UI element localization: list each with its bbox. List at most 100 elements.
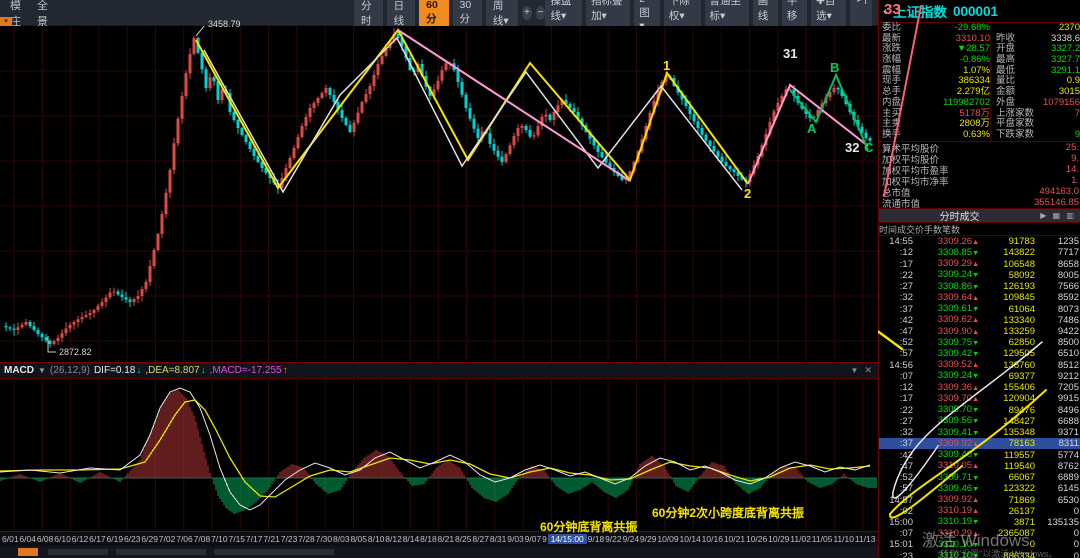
tick-row[interactable]: :47 3309.90▲ 133259 9422 <box>879 326 1080 337</box>
quote-value: ▼28.57 <box>956 43 990 55</box>
tab-60分[interactable]: 60分 <box>419 0 449 28</box>
axis-tick-label: 7/08 <box>193 534 211 544</box>
tick-price: 3309.70▲ <box>937 392 979 404</box>
status-badge[interactable] <box>18 548 38 556</box>
tick-row[interactable]: :27 3309.56▼ 148427 6688 <box>879 415 1080 427</box>
tick-count: 9371 <box>1057 427 1079 439</box>
tick-row[interactable]: :07 3310.29▲ 2365087 0 <box>879 528 1080 539</box>
tick-time: :12 <box>899 247 913 259</box>
tick-row[interactable]: 15:00 3310.19▼ 3871 135135 <box>879 516 1080 528</box>
macd-name[interactable]: MACD ▼ <box>4 365 46 376</box>
tick-count: 8005 <box>1057 269 1079 281</box>
tick-row[interactable]: :22 3309.70▼ 89476 8496 <box>879 404 1080 416</box>
axis-tick-label: 8/03 <box>333 534 350 544</box>
tick-header-icons[interactable]: ▶ ▦ ▥ <box>1040 211 1076 220</box>
quote-value: 5178万 <box>959 107 990 119</box>
tick-row[interactable]: :37 3309.92▲ 78163 8311 <box>879 438 1080 450</box>
tick-row[interactable]: :23 3310.10▼ 886334 0 <box>879 550 1080 558</box>
tab-日线[interactable]: 日线 <box>386 0 416 30</box>
axis-tick-label: 9/22 <box>605 534 622 544</box>
tick-column-header: 笔数 <box>942 224 961 235</box>
average-value: 9. <box>1071 153 1079 164</box>
tick-row[interactable]: :12 3308.85▼ 143822 7717 <box>879 247 1080 258</box>
quote-label: 主买 <box>882 107 902 119</box>
tick-row[interactable]: 14:56 3309.52▲ 138760 8512 <box>879 359 1080 371</box>
annotation-overlay-svg <box>878 5 1047 519</box>
collapse-icon[interactable]: ▼ <box>850 366 859 375</box>
tick-row[interactable]: :32 3309.41▼ 135348 9371 <box>879 427 1080 438</box>
tick-count: 0 <box>1073 539 1079 551</box>
average-label: 加权平均市净率 <box>882 176 949 188</box>
tick-row[interactable]: :22 3309.24▼ 58092 8005 <box>879 269 1080 281</box>
tick-volume: 69377 <box>1008 370 1035 382</box>
down-arrow-icon: ▼ <box>972 249 979 257</box>
tick-row[interactable]: :47 3310.05▲ 119540 8762 <box>879 460 1080 472</box>
quote-label: 下跌家数 <box>990 129 1042 141</box>
tick-column-header: 时间 <box>879 224 898 235</box>
macd-svg <box>0 379 877 531</box>
tick-row[interactable]: :07 3309.24▼ 69377 9212 <box>879 370 1080 382</box>
average-value: 25. <box>1065 142 1079 153</box>
toolbar-button[interactable]: ➤| <box>850 0 872 34</box>
bottom-status-bar <box>0 546 1080 558</box>
tab-周线▾[interactable]: 周线▾ <box>485 0 519 30</box>
tick-price: 3309.56▼ <box>937 415 979 427</box>
status-item <box>116 549 206 555</box>
tick-row[interactable]: :12 3309.36▲ 155406 7205 <box>879 382 1080 393</box>
tick-volume: 91783 <box>1008 236 1035 248</box>
zoom-out-button[interactable]: − <box>535 5 546 20</box>
mini-dropdown[interactable]: ▾ <box>0 17 12 26</box>
tick-row[interactable]: 14:55 3309.26▲ 91783 1235 <box>879 236 1080 247</box>
tick-time: :27 <box>899 415 913 427</box>
back-arrow-icon[interactable]: ‹ <box>883 4 887 18</box>
up-arrow-icon: ▲ <box>972 261 979 269</box>
macd-dropdown-icon[interactable]: ▼ <box>38 366 46 375</box>
average-label: 算术平均股价 <box>882 143 940 155</box>
down-arrow-icon: ▼ <box>972 373 979 381</box>
macd-indicator-header[interactable]: MACD ▼ (26,12,9) DIF=0.18 ↓ ,DEA=8.807 ↓ … <box>0 363 878 379</box>
quote-row: 涨跌 ▼28.57 开盘 3327.2 <box>879 43 1080 56</box>
up-arrow-icon: ▲ <box>972 317 979 325</box>
pink-abc <box>747 83 869 185</box>
tick-volume: 138760 <box>1003 359 1035 371</box>
axis-tick-label: 6/29 <box>141 534 158 544</box>
yellow-stroke <box>878 329 904 351</box>
tick-row[interactable]: :17 3309.70▲ 120904 9915 <box>879 393 1080 404</box>
axis-tick-label: 10/29 <box>768 534 790 544</box>
tick-row[interactable]: :32 3309.64▲ 109845 8592 <box>879 292 1080 303</box>
tab-30分[interactable]: 30分 <box>452 0 482 28</box>
tick-row[interactable]: 15:01 3310.10▼ 0 0 <box>879 539 1080 550</box>
tick-column-header: 成交价 <box>897 224 925 235</box>
tick-row[interactable]: :52 3309.71▼ 66067 6889 <box>879 472 1080 483</box>
tab-分时[interactable]: 分时 <box>354 0 383 30</box>
tick-price: 3308.85▼ <box>937 246 979 258</box>
tick-row[interactable]: :37 3309.61▼ 61064 8073 <box>879 303 1080 314</box>
tick-row[interactable]: :17 3309.29▲ 106548 8658 <box>879 258 1080 269</box>
close-icon[interactable]: ✕ <box>864 365 872 375</box>
tick-count: 9422 <box>1057 325 1079 337</box>
quote-row: 总手 2.279亿 金额 3015 <box>879 86 1080 98</box>
tick-time: 14:56 <box>889 359 913 371</box>
tick-count: 9915 <box>1057 393 1079 405</box>
toolbar-menu-item[interactable]: 全景 <box>37 0 49 28</box>
tick-row[interactable]: 14:57 3309.92▲ 71869 6530 <box>879 494 1080 505</box>
zoom-in-button[interactable]: + <box>522 5 532 20</box>
quote-label: 换手 <box>882 128 902 140</box>
tick-price: 3309.26▲ <box>937 235 979 247</box>
tick-count: 135135 <box>1047 516 1079 528</box>
tick-time: :17 <box>899 258 913 270</box>
axis-tick-label: 10/21 <box>723 534 746 544</box>
down-arrow-icon: ▼ <box>972 339 979 347</box>
quote-value: 386334 <box>958 75 990 87</box>
tick-row[interactable]: :42 3309.62▲ 133340 7486 <box>879 314 1080 326</box>
tick-row[interactable]: :42 3309.40▼ 119557 5774 <box>879 449 1080 460</box>
axis-tick-label: 8/21 <box>437 534 455 544</box>
toolbar-menu-item[interactable]: 模庄 <box>10 0 21 28</box>
tick-section-header[interactable]: 分时成交 ▶ ▦ ▥ <box>879 209 1080 223</box>
tick-row[interactable]: :57 3309.42▼ 129505 6510 <box>879 348 1080 359</box>
tick-price: 3309.40▼ <box>937 449 979 461</box>
tick-price: 3309.52▲ <box>937 359 979 371</box>
tick-row[interactable]: :52 3309.75▼ 62850 8500 <box>879 337 1080 348</box>
tick-table[interactable]: 14:55 3309.26▲ 91783 1235:12 3308.85▼ 143822 7… <box>879 236 1080 558</box>
tick-row[interactable]: :27 3308.86▼ 126193 7566 <box>879 281 1080 292</box>
